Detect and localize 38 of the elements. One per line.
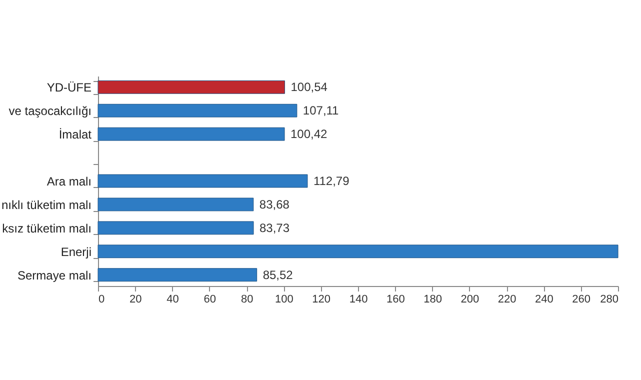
- x-tick-label: 240: [535, 294, 554, 306]
- y-tick-label: nıklı tüketim malı: [1, 198, 92, 212]
- bar: [98, 268, 258, 282]
- data-label: 100,54: [290, 80, 328, 94]
- x-tick-label: 0: [98, 294, 105, 306]
- x-tick-label: 60: [204, 294, 216, 306]
- x-tick-label: 260: [572, 294, 591, 306]
- bar: [98, 221, 254, 235]
- x-tick-label: 120: [312, 294, 331, 306]
- data-label: 83,68: [259, 197, 290, 212]
- y-tick-label: ve taşocakcılığı: [8, 104, 92, 118]
- y-tick-label: Enerji: [60, 244, 92, 259]
- data-label: 112,79: [313, 174, 350, 188]
- data-label: 85,52: [262, 268, 294, 282]
- x-tick-label: 180: [424, 294, 442, 306]
- x-tick-label: 200: [460, 294, 480, 306]
- y-tick-label: Ara malı: [46, 174, 92, 188]
- data-label: 83,73: [260, 220, 290, 235]
- x-tick-label: 100: [275, 294, 294, 306]
- y-tick-label: İmalat: [58, 128, 92, 142]
- data-label: 107,11: [302, 104, 340, 118]
- bar: [98, 127, 285, 141]
- x-tick-label: 140: [349, 294, 368, 306]
- x-tick-label: 280: [600, 294, 618, 306]
- bar: [98, 198, 254, 212]
- bar: [98, 244, 618, 258]
- bar: [98, 80, 285, 94]
- x-tick-label: 20: [130, 294, 142, 306]
- x-tick-label: 40: [166, 294, 179, 306]
- x-tick-label: 160: [386, 294, 405, 306]
- data-label: 100,42: [290, 127, 328, 142]
- y-tick-label: Sermaye malı: [17, 268, 92, 282]
- bar: [98, 174, 308, 188]
- y-tick-label: ksız tüketim malı: [2, 221, 92, 236]
- y-tick-label: YD-ÜFE: [46, 80, 92, 95]
- bar: [98, 104, 298, 118]
- x-tick-label: 220: [498, 294, 516, 306]
- x-tick-label: 80: [240, 294, 254, 306]
